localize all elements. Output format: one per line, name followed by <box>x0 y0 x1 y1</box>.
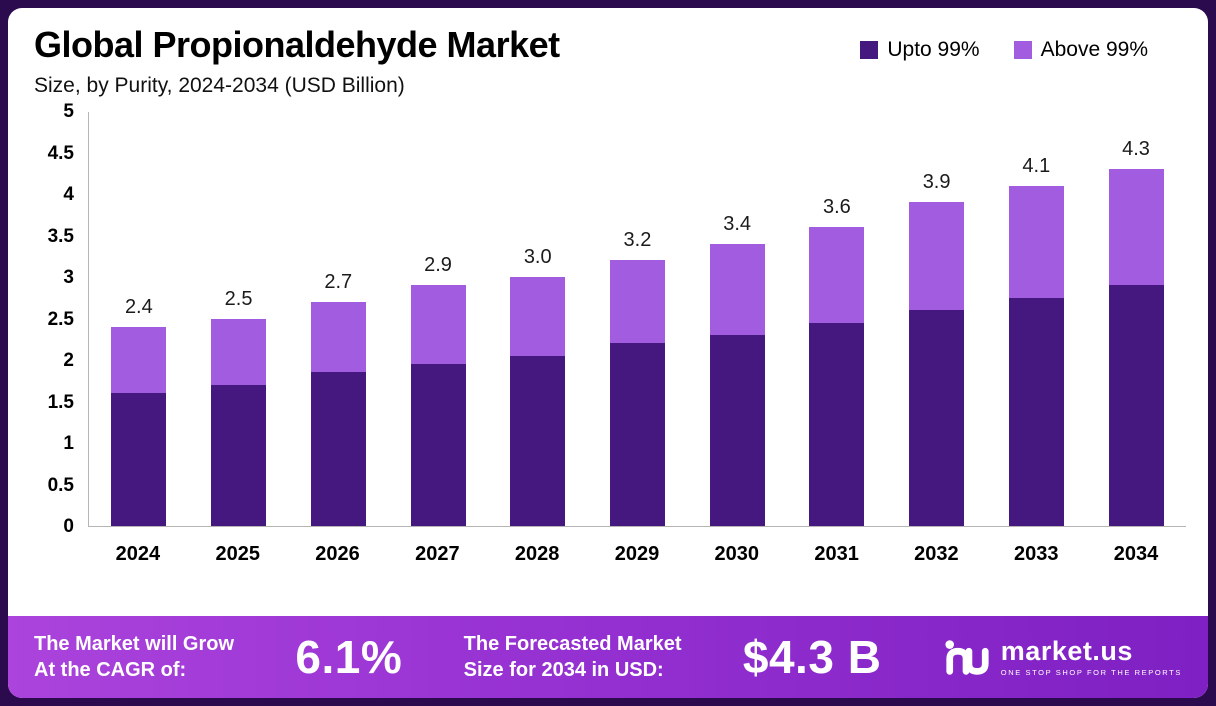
bar-total-label: 2.9 <box>424 254 452 277</box>
y-tick-label: 3 <box>63 267 74 288</box>
bar-segment-above99 <box>1008 185 1064 298</box>
legend-label-above99: Above 99% <box>1040 38 1148 61</box>
bar-group: 4.1 <box>986 155 1086 526</box>
bar-segment-above99 <box>410 285 466 365</box>
footer-banner: The Market will Grow At the CAGR of: 6.1… <box>8 616 1208 698</box>
y-tick-label: 3.5 <box>47 225 74 247</box>
legend-item-upto99: Upto 99% <box>860 38 980 62</box>
x-axis-label: 2024 <box>115 543 161 565</box>
forecast-label-line1: The Forecasted Market <box>463 633 682 655</box>
bar-group: 2.4 <box>89 296 189 526</box>
marketus-logo: market.us ONE STOP SHOP FOR THE REPORTS <box>943 635 1182 677</box>
bar-total-label: 4.3 <box>1122 138 1150 161</box>
chart-header: Global Propionaldehyde Market Size, by P… <box>8 8 1208 98</box>
brand-tagline: ONE STOP SHOP FOR THE REPORTS <box>1000 667 1182 677</box>
bar-total-label: 2.4 <box>124 295 153 318</box>
bar-segment-upto99 <box>709 335 765 526</box>
x-axis-label: 2033 <box>1013 543 1059 565</box>
cagr-label-line1: The Market will Grow <box>34 633 235 655</box>
plot-outer: 2.4 2.5 2.7 2.9 3.0 3.2 3.4 3.6 3.9 4.1 4.3 2024 20… <box>88 112 1186 566</box>
x-axis-labels: 2024 2025 2026 2027 2028 2029 2030 2031 2032 2033… <box>88 543 1186 566</box>
bar-segment-above99 <box>709 243 765 336</box>
chart-subtitle: Size, by Purity, 2024-2034 (USD Billion) <box>34 74 405 97</box>
legend-swatch-upto99-icon <box>860 41 879 59</box>
x-axis-label: 2028 <box>514 543 560 565</box>
bar-segment-above99 <box>211 318 267 385</box>
x-axis-label: 2025 <box>215 543 260 565</box>
cagr-label: The Market will Grow At the CAGR of: <box>34 631 234 683</box>
legend-item-above99: Above 99% <box>1013 38 1148 62</box>
bar-total-label: 3.9 <box>922 171 951 194</box>
y-tick-label: 4.5 <box>47 142 74 164</box>
bar-group: 3.9 <box>887 171 987 526</box>
x-axis-label: 2029 <box>614 543 660 565</box>
bar-total-label: 3.4 <box>723 212 752 235</box>
x-axis-label: 2032 <box>914 543 959 565</box>
bar-total-label: 3.0 <box>523 246 552 269</box>
cagr-value: 6.1% <box>295 631 403 683</box>
bar-segment-above99 <box>809 227 865 323</box>
bar-segment-above99 <box>609 260 665 344</box>
bar-segment-upto99 <box>1008 297 1064 526</box>
bar-segment-above99 <box>909 202 965 311</box>
x-axis-label: 2031 <box>814 543 859 565</box>
x-axis-label: 2034 <box>1113 543 1159 565</box>
forecast-value: $4.3 B <box>742 631 882 683</box>
bar-segment-above99 <box>310 301 366 373</box>
bar-group: 3.6 <box>787 196 887 526</box>
forecast-label: The Forecasted Market Size for 2034 in U… <box>464 631 682 683</box>
y-tick-label: 4 <box>63 184 74 205</box>
bar-segment-above99 <box>111 326 167 394</box>
cagr-label-line2: At the CAGR of: <box>34 659 187 681</box>
bar-segment-above99 <box>510 277 566 356</box>
y-tick-label: 1 <box>63 433 74 454</box>
bar-segment-upto99 <box>909 310 965 526</box>
bar-total-label: 2.5 <box>224 287 253 310</box>
bar-segment-upto99 <box>410 364 466 526</box>
x-axis-label: 2026 <box>315 543 360 565</box>
chart-title: Global Propionaldehyde Market <box>34 24 560 65</box>
legend-swatch-above99-icon <box>1013 41 1032 59</box>
y-tick-label: 5 <box>63 101 74 122</box>
chart-area: 5 4.5 4 3.5 3 2.5 2 1.5 1 0.5 0 2.4 2.5 2.7 2.9 3.0 3.2… <box>8 101 1208 566</box>
x-axis-label: 2030 <box>714 543 760 565</box>
bar-segment-upto99 <box>809 322 865 526</box>
bar-total-label: 3.2 <box>623 229 652 252</box>
bar-segment-upto99 <box>310 372 366 526</box>
bar-group: 2.9 <box>388 254 488 526</box>
bar-group: 3.0 <box>488 246 588 526</box>
bar-group: 3.2 <box>588 229 688 526</box>
bar-segment-upto99 <box>211 384 267 526</box>
bar-segment-upto99 <box>609 343 665 526</box>
x-axis-label: 2027 <box>415 543 460 565</box>
y-tick-label: 2 <box>63 350 74 371</box>
legend: Upto 99% Above 99% <box>860 38 1148 62</box>
forecast-label-line2: Size for 2034 in USD: <box>463 659 664 681</box>
bar-group: 4.3 <box>1086 138 1186 526</box>
bar-group: 2.7 <box>288 271 388 526</box>
bar-segment-upto99 <box>510 355 566 526</box>
bar-segment-upto99 <box>111 393 167 526</box>
bar-group: 2.5 <box>189 288 289 526</box>
brand-text: market.us ONE STOP SHOP FOR THE REPORTS <box>1000 635 1182 677</box>
y-axis: 5 4.5 4 3.5 3 2.5 2 1.5 1 0.5 0 <box>32 101 88 537</box>
brand-name: market.us <box>1000 635 1133 666</box>
y-tick-label: 0 <box>63 516 74 537</box>
plot-area: 2.4 2.5 2.7 2.9 3.0 3.2 3.4 3.6 3.9 4.1 4.3 <box>88 112 1186 527</box>
bar-total-label: 4.1 <box>1022 154 1051 177</box>
y-tick-label: 0.5 <box>47 474 74 496</box>
bar-total-label: 3.6 <box>822 196 851 219</box>
chart-card: Global Propionaldehyde Market Size, by P… <box>8 8 1208 698</box>
bar-group: 3.4 <box>687 213 787 526</box>
bar-total-label: 2.7 <box>324 270 353 293</box>
marketus-logo-icon <box>945 640 989 675</box>
bar-segment-upto99 <box>1108 285 1164 526</box>
y-tick-label: 2.5 <box>47 308 74 330</box>
y-tick-label: 1.5 <box>47 391 74 413</box>
legend-label-upto99: Upto 99% <box>887 38 980 61</box>
bar-segment-above99 <box>1108 169 1164 286</box>
